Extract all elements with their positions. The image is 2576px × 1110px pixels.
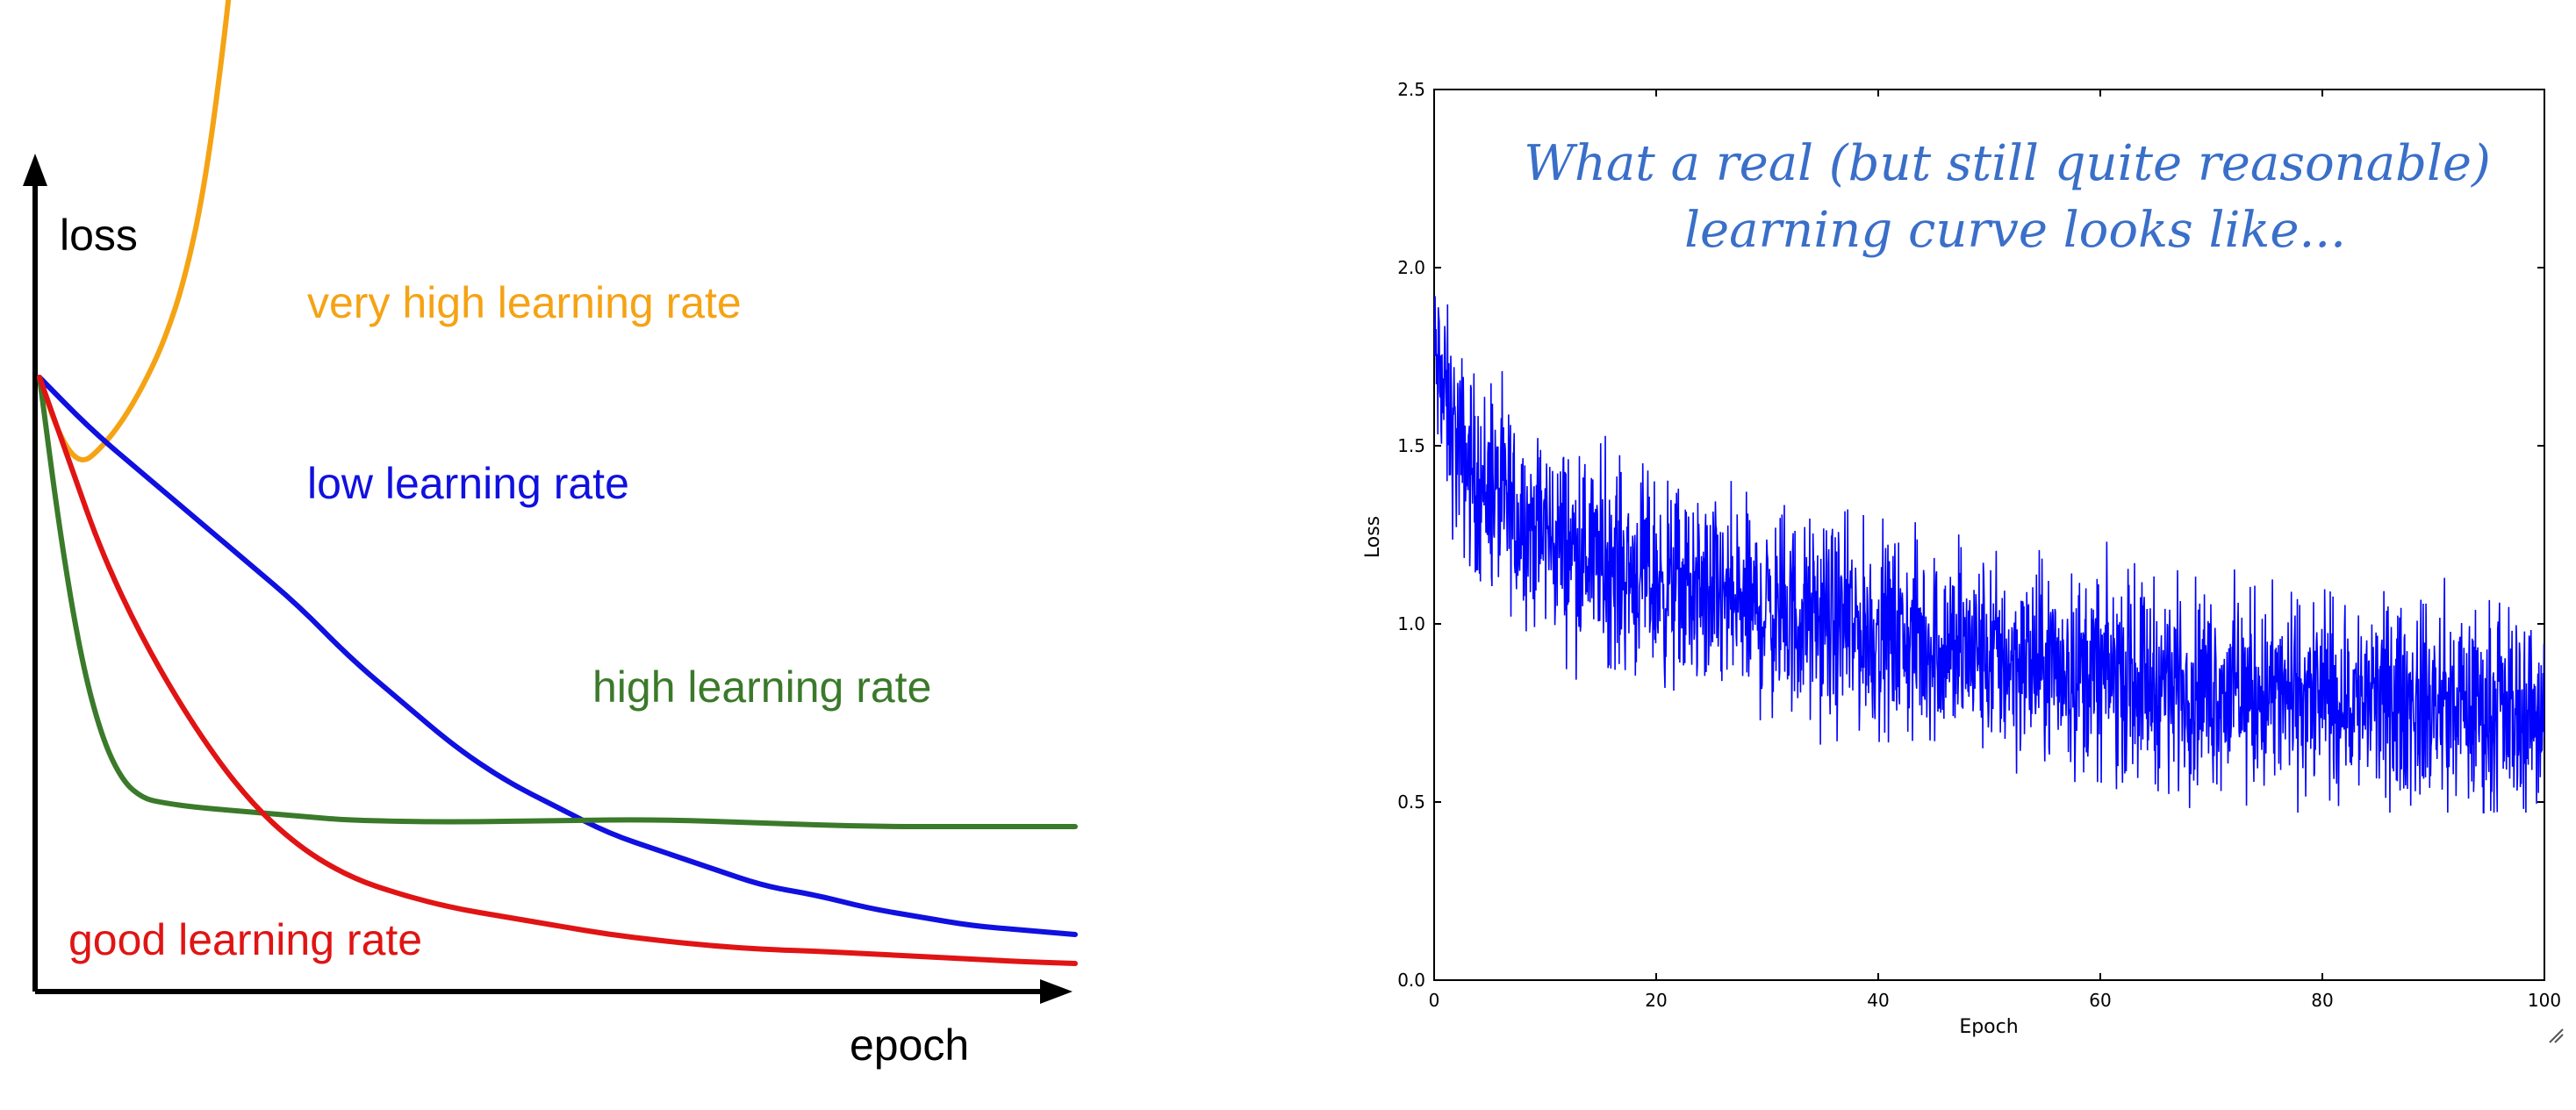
- x-tick-label: 100: [2528, 990, 2561, 1011]
- series-line-1: [37, 375, 1078, 937]
- y-tick-label: 2.5: [1397, 79, 1425, 100]
- schematic-chart: loss epoch very high learning rate low l…: [23, 0, 1078, 1070]
- x-axis-label: epoch: [850, 1020, 969, 1070]
- y-tick-label: 0.0: [1397, 970, 1425, 991]
- x-tick-label: 40: [1867, 990, 1889, 1011]
- resize-grip-icon: [2549, 1028, 2564, 1043]
- y-tick-label: 1.5: [1397, 435, 1425, 456]
- series-label-low: low learning rate: [307, 459, 629, 508]
- x-axis-label-real: Epoch: [1959, 1016, 2018, 1038]
- series-label-good: good learning rate: [68, 915, 422, 964]
- handwritten-annotation: What a real (but still quite reasonable)…: [1524, 135, 2506, 259]
- y-axis-label-real: Loss: [1362, 516, 1384, 558]
- loss-series-line: [1434, 296, 2544, 813]
- x-axis-arrow-icon: [1040, 979, 1073, 1004]
- loss-series-path: [1434, 296, 2544, 813]
- plot-frame: [1433, 89, 2545, 981]
- series-line-2: [37, 375, 1078, 829]
- y-tick-label: 2.0: [1397, 257, 1425, 278]
- series-line-0: [37, 0, 232, 462]
- x-tick-label: 80: [2311, 990, 2333, 1011]
- axis-ticks: 0 20 40 60 80 100 0.0 0.5 1.0 1.5 2.0 2.5: [1397, 79, 2561, 1011]
- schematic-series-lines: [37, 0, 1078, 966]
- series-label-very-high: very high learning rate: [307, 278, 742, 327]
- y-tick-label: 1.0: [1397, 613, 1425, 634]
- x-tick-label: 0: [1429, 990, 1440, 1011]
- x-tick-label: 60: [2089, 990, 2111, 1011]
- series-label-high: high learning rate: [592, 662, 931, 712]
- series-line-3: [37, 375, 1078, 966]
- real-curve-chart: 0 20 40 60 80 100 0.0 0.5 1.0 1.5 2.0 2.5 Epoch Los…: [1362, 79, 2564, 1043]
- x-tick-label: 20: [1645, 990, 1667, 1011]
- y-tick-label: 0.5: [1397, 791, 1425, 813]
- y-axis-arrow-icon: [23, 154, 47, 186]
- y-axis-label: loss: [60, 211, 138, 260]
